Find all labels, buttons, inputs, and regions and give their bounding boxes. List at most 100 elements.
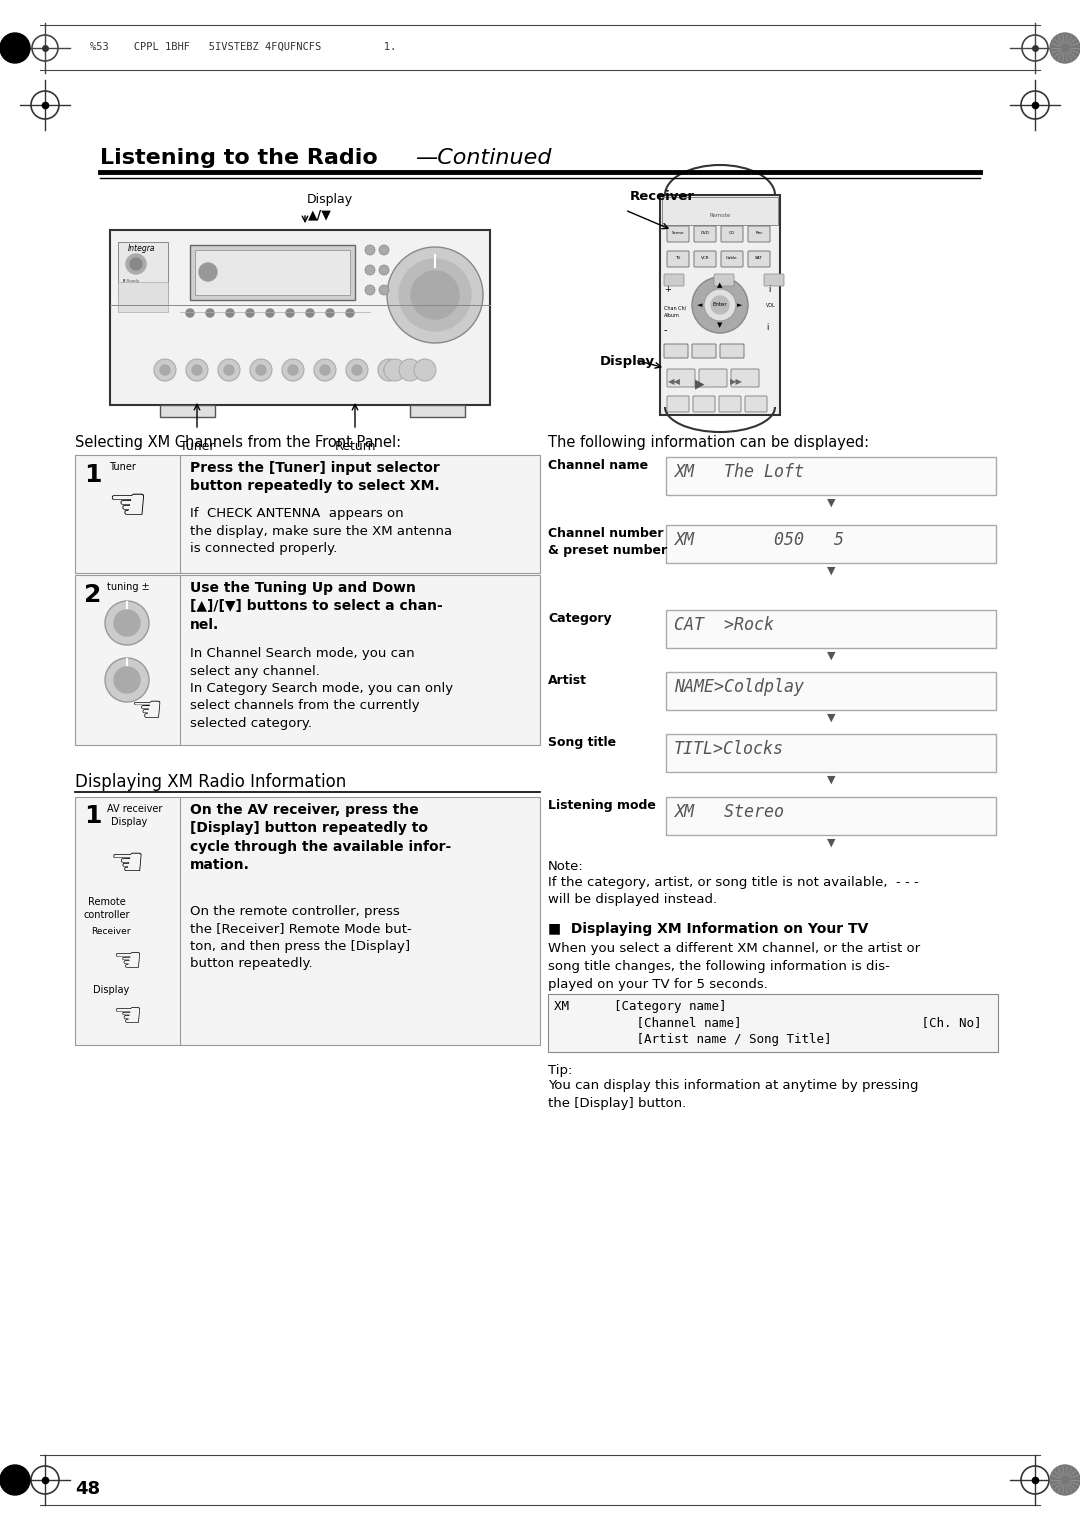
Circle shape bbox=[114, 610, 140, 636]
Circle shape bbox=[218, 359, 240, 380]
Text: CAT  >Rock: CAT >Rock bbox=[674, 616, 774, 634]
Circle shape bbox=[186, 359, 208, 380]
Text: Display: Display bbox=[307, 193, 353, 206]
Text: NAME>Coldplay: NAME>Coldplay bbox=[674, 678, 804, 695]
FancyBboxPatch shape bbox=[667, 368, 696, 387]
Text: tuning ±: tuning ± bbox=[107, 582, 150, 591]
Text: XM      [Category name]: XM [Category name] bbox=[554, 999, 727, 1013]
Text: Album: Album bbox=[664, 313, 680, 318]
Text: Enter: Enter bbox=[713, 303, 727, 307]
Text: ▼: ▼ bbox=[827, 775, 835, 785]
Bar bbox=[118, 283, 168, 312]
Circle shape bbox=[256, 365, 266, 374]
Circle shape bbox=[1050, 34, 1080, 63]
Circle shape bbox=[379, 264, 389, 275]
Circle shape bbox=[224, 365, 234, 374]
Text: SAT: SAT bbox=[755, 257, 762, 260]
Text: ▼: ▼ bbox=[827, 565, 835, 576]
Circle shape bbox=[365, 244, 375, 255]
Bar bbox=[160, 405, 215, 417]
FancyBboxPatch shape bbox=[721, 251, 743, 267]
Text: Artist: Artist bbox=[548, 674, 588, 688]
Circle shape bbox=[0, 34, 30, 63]
Circle shape bbox=[1050, 1465, 1080, 1494]
Circle shape bbox=[704, 289, 735, 321]
Text: Chan Ch/: Chan Ch/ bbox=[664, 306, 686, 310]
Circle shape bbox=[384, 365, 394, 374]
Circle shape bbox=[414, 359, 436, 380]
Circle shape bbox=[399, 359, 421, 380]
Text: Use the Tuning Up and Down
[▲]/[▼] buttons to select a chan-
nel.: Use the Tuning Up and Down [▲]/[▼] butto… bbox=[190, 581, 443, 631]
Bar bbox=[660, 196, 780, 416]
Text: AV receiver: AV receiver bbox=[107, 804, 162, 814]
FancyBboxPatch shape bbox=[720, 344, 744, 358]
FancyBboxPatch shape bbox=[667, 251, 689, 267]
Circle shape bbox=[206, 309, 214, 316]
Text: ◄: ◄ bbox=[698, 303, 703, 309]
Text: i: i bbox=[768, 286, 770, 293]
Text: ▮ Ready: ▮ Ready bbox=[123, 280, 139, 283]
FancyBboxPatch shape bbox=[731, 368, 759, 387]
Circle shape bbox=[288, 365, 298, 374]
Text: ▼: ▼ bbox=[827, 498, 835, 507]
Text: TV: TV bbox=[675, 257, 680, 260]
Circle shape bbox=[314, 359, 336, 380]
Circle shape bbox=[105, 659, 149, 701]
Text: Channel number
& preset number: Channel number & preset number bbox=[548, 527, 667, 558]
Text: VOL: VOL bbox=[766, 303, 775, 309]
Circle shape bbox=[346, 309, 354, 316]
Circle shape bbox=[226, 309, 234, 316]
Circle shape bbox=[692, 277, 748, 333]
Text: ▲/▼: ▲/▼ bbox=[308, 208, 332, 222]
Text: ☜: ☜ bbox=[107, 484, 147, 529]
Bar bbox=[666, 733, 996, 772]
FancyBboxPatch shape bbox=[694, 251, 716, 267]
Bar bbox=[666, 457, 996, 495]
Circle shape bbox=[320, 365, 330, 374]
Text: Scene: Scene bbox=[672, 231, 685, 235]
Text: i: i bbox=[766, 322, 768, 332]
Text: Receiver: Receiver bbox=[91, 927, 131, 937]
Text: CD: CD bbox=[729, 231, 735, 235]
Circle shape bbox=[346, 359, 368, 380]
FancyBboxPatch shape bbox=[748, 251, 770, 267]
Text: -: - bbox=[664, 325, 667, 335]
FancyBboxPatch shape bbox=[664, 274, 684, 286]
Text: %53    CPPL 1BHF   5IVSTEBZ 4FQUFNCFS          1.: %53 CPPL 1BHF 5IVSTEBZ 4FQUFNCFS 1. bbox=[90, 41, 396, 52]
Circle shape bbox=[352, 365, 362, 374]
FancyBboxPatch shape bbox=[693, 396, 715, 413]
Text: Listening to the Radio: Listening to the Radio bbox=[100, 148, 378, 168]
Bar bbox=[75, 798, 540, 1045]
Text: Listening mode: Listening mode bbox=[548, 799, 656, 811]
Text: ▼: ▼ bbox=[827, 651, 835, 662]
Text: Tip:: Tip: bbox=[548, 1063, 572, 1077]
Text: In Channel Search mode, you can
select any channel.
In Category Search mode, you: In Channel Search mode, you can select a… bbox=[190, 646, 454, 730]
Bar bbox=[666, 798, 996, 834]
Text: controller: controller bbox=[84, 911, 131, 920]
Text: You can display this information at anytime by pressing
the [Display] button.: You can display this information at anyt… bbox=[548, 1079, 918, 1109]
Circle shape bbox=[286, 309, 294, 316]
Text: ▶: ▶ bbox=[696, 377, 705, 390]
Circle shape bbox=[411, 270, 459, 319]
Bar bbox=[666, 526, 996, 562]
Circle shape bbox=[186, 309, 194, 316]
Circle shape bbox=[379, 286, 389, 295]
Text: Tuner: Tuner bbox=[109, 461, 136, 472]
Text: ☜: ☜ bbox=[112, 999, 141, 1033]
Text: ▼: ▼ bbox=[827, 837, 835, 848]
Text: Display: Display bbox=[600, 354, 654, 368]
Text: Selecting XM Channels from the Front Panel:: Selecting XM Channels from the Front Pan… bbox=[75, 435, 401, 451]
Bar bbox=[410, 405, 465, 417]
Bar bbox=[110, 231, 490, 405]
Text: Remote: Remote bbox=[710, 212, 731, 219]
Text: Category: Category bbox=[548, 613, 611, 625]
Text: ►: ► bbox=[738, 303, 743, 309]
Text: Rec: Rec bbox=[755, 231, 762, 235]
Circle shape bbox=[306, 309, 314, 316]
Bar bbox=[190, 244, 355, 299]
FancyBboxPatch shape bbox=[692, 344, 716, 358]
Bar bbox=[195, 251, 350, 295]
Text: XM   The Loft: XM The Loft bbox=[674, 463, 804, 481]
Circle shape bbox=[192, 365, 202, 374]
FancyBboxPatch shape bbox=[714, 274, 734, 286]
